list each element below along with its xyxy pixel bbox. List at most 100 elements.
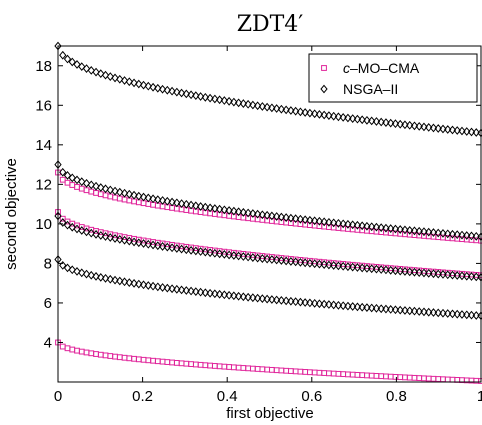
x-tick-label: 0.4 [217,388,238,405]
data-point [87,228,95,238]
data-point [88,350,95,357]
data-point [220,96,228,105]
data-point [182,89,190,99]
data-point [287,257,295,266]
data-point [116,187,124,197]
data-point [291,106,300,116]
data-point [253,209,262,219]
data-point [135,79,143,89]
data-point [364,372,370,379]
data-point [69,346,76,353]
data-point [135,238,143,248]
data-point [206,93,214,103]
data-point [82,178,91,188]
data-point [292,368,299,375]
data-point [249,253,257,262]
data-point [192,361,199,368]
data-point [448,125,457,135]
data-point [92,271,100,281]
data-point [59,176,66,183]
data-point [221,363,228,370]
data-point [277,104,286,114]
x-tick-label: 0.8 [386,388,407,405]
data-point [358,115,366,125]
data-point [244,208,252,218]
data-point [220,290,228,300]
data-point [207,362,213,369]
data-point [225,206,233,215]
data-point [273,367,280,374]
data-point [311,369,318,376]
data-point [472,272,480,282]
data-point [320,217,328,227]
data-point [68,265,76,275]
data-point [106,185,114,195]
data-point [330,261,338,270]
data-point [325,217,333,227]
data-point [139,192,148,202]
data-point [373,228,380,235]
legend-label: c–MO–CMA [343,60,420,76]
data-point [130,237,138,247]
data-point [448,229,457,239]
plot-frame [57,45,482,383]
data-point [230,251,238,260]
data-point [325,260,333,270]
data-point [149,82,157,92]
data-point [287,213,295,223]
data-point [182,286,190,295]
data-point [391,224,400,234]
data-point [249,293,257,303]
data-point [415,268,423,277]
data-point [415,226,423,236]
data-point [168,243,176,253]
data-point [116,354,123,361]
data-point [301,298,309,307]
data-point [339,219,347,229]
data-point [358,221,366,231]
data-point [277,256,286,265]
data-point [211,94,219,104]
legend-item: NSGA–II [320,81,398,97]
data-point [410,306,419,316]
data-point [106,274,114,284]
data-point [372,303,381,313]
data-point [282,296,290,306]
legend-marker [321,65,327,71]
data-point [472,128,480,137]
data-point [363,221,371,231]
data-point [63,171,72,180]
data-point [97,191,104,198]
data-point [287,296,295,306]
data-point [239,99,248,108]
data-point [425,123,433,132]
data-point [306,215,314,225]
data-point [112,353,118,360]
data-point [111,73,119,83]
data-point [410,121,419,131]
data-point [439,308,447,318]
data-point [334,218,343,228]
data-point [382,118,390,127]
data-point [444,229,452,239]
data-point [116,74,124,84]
data-point [197,361,204,368]
data-point [268,366,275,373]
data-point [467,127,476,137]
data-point [168,86,176,96]
data-point [249,209,257,218]
data-point [63,54,72,64]
data-point [173,284,181,294]
data-point [444,125,452,134]
data-point [406,225,414,235]
data-point [425,307,433,317]
data-point [78,226,86,235]
data-point [88,188,95,195]
y-tick-label: 10 [35,216,52,233]
data-point [59,343,66,350]
data-point [339,261,347,271]
data-point [139,80,148,90]
data-point [320,260,328,269]
data-point [87,66,95,75]
data-point [244,99,252,109]
